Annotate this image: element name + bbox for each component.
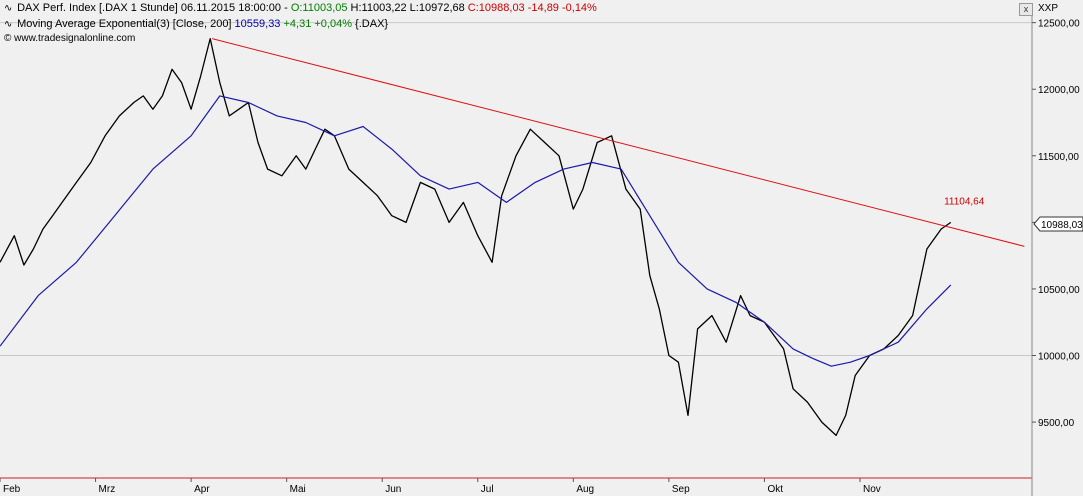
x-axis: Feb Mrz Apr Mai Jun Jul Aug Sep Okt Nov — [0, 478, 881, 495]
last-price-tag: 10988,03 — [1033, 216, 1083, 232]
y-tick-label: 10000,00 — [1038, 352, 1080, 363]
copyright-notice: © www.tradesignalonline.com — [4, 33, 136, 44]
y-tick-label: 12000,00 — [1038, 85, 1080, 96]
ema-series-line — [0, 95, 952, 367]
indicator-symbol: {.DAX} — [352, 18, 389, 30]
series-layer — [0, 37, 952, 437]
x-tick-label: Mai — [290, 484, 306, 495]
x-tick-label: Jul — [481, 484, 494, 495]
y-tick-label: 11500,00 — [1038, 152, 1079, 163]
grid-lines — [0, 22, 1032, 357]
close-button[interactable]: x — [1019, 3, 1033, 16]
indicator-name: Moving Average Exponential(3) [Close, 20… — [17, 18, 235, 30]
chart-line-icon: ∿ — [4, 3, 13, 14]
y-tick-label: 9500,00 — [1038, 418, 1075, 429]
close-value: C:10988,03 -14,89 -0,14% — [467, 2, 597, 14]
y-tick-label: 10500,00 — [1038, 285, 1080, 296]
indicator-legend[interactable]: ∿ Moving Average Exponential(3) [Close, … — [4, 18, 388, 30]
last-price-label: 10988,03 — [1041, 220, 1083, 231]
x-tick-label: Feb — [3, 484, 21, 495]
x-tick-label: Jun — [385, 484, 401, 495]
indicator-value: 10559,33 — [234, 18, 281, 30]
x-tick-label: Aug — [576, 484, 594, 495]
trendline-layer — [212, 38, 1025, 247]
x-tick-label: Okt — [767, 484, 783, 495]
x-tick-label: Mrz — [99, 484, 116, 495]
trendline-value-label: 11104,64 — [944, 196, 985, 207]
indicator-change: +4,31 +0,04% — [280, 18, 352, 30]
y-tick-label: 12500,00 — [1038, 19, 1080, 30]
x-tick-label: Sep — [672, 484, 690, 495]
price-series-line — [0, 37, 952, 437]
symbol-corner-label: XXP — [1038, 3, 1059, 14]
open-value: O:11003,05 — [290, 2, 348, 14]
x-tick-label: Nov — [863, 484, 881, 495]
instrument-name: DAX Perf. Index [.DAX 1 Stunde] 06.11.20… — [17, 2, 291, 14]
instrument-legend[interactable]: ∿ DAX Perf. Index [.DAX 1 Stunde] 06.11.… — [4, 2, 597, 14]
high-low-values: H:11003,22 L:10972,68 — [347, 2, 468, 14]
moving-average-icon: ∿ — [4, 19, 13, 30]
resistance-trendline — [212, 38, 1025, 247]
x-tick-label: Apr — [194, 484, 210, 495]
